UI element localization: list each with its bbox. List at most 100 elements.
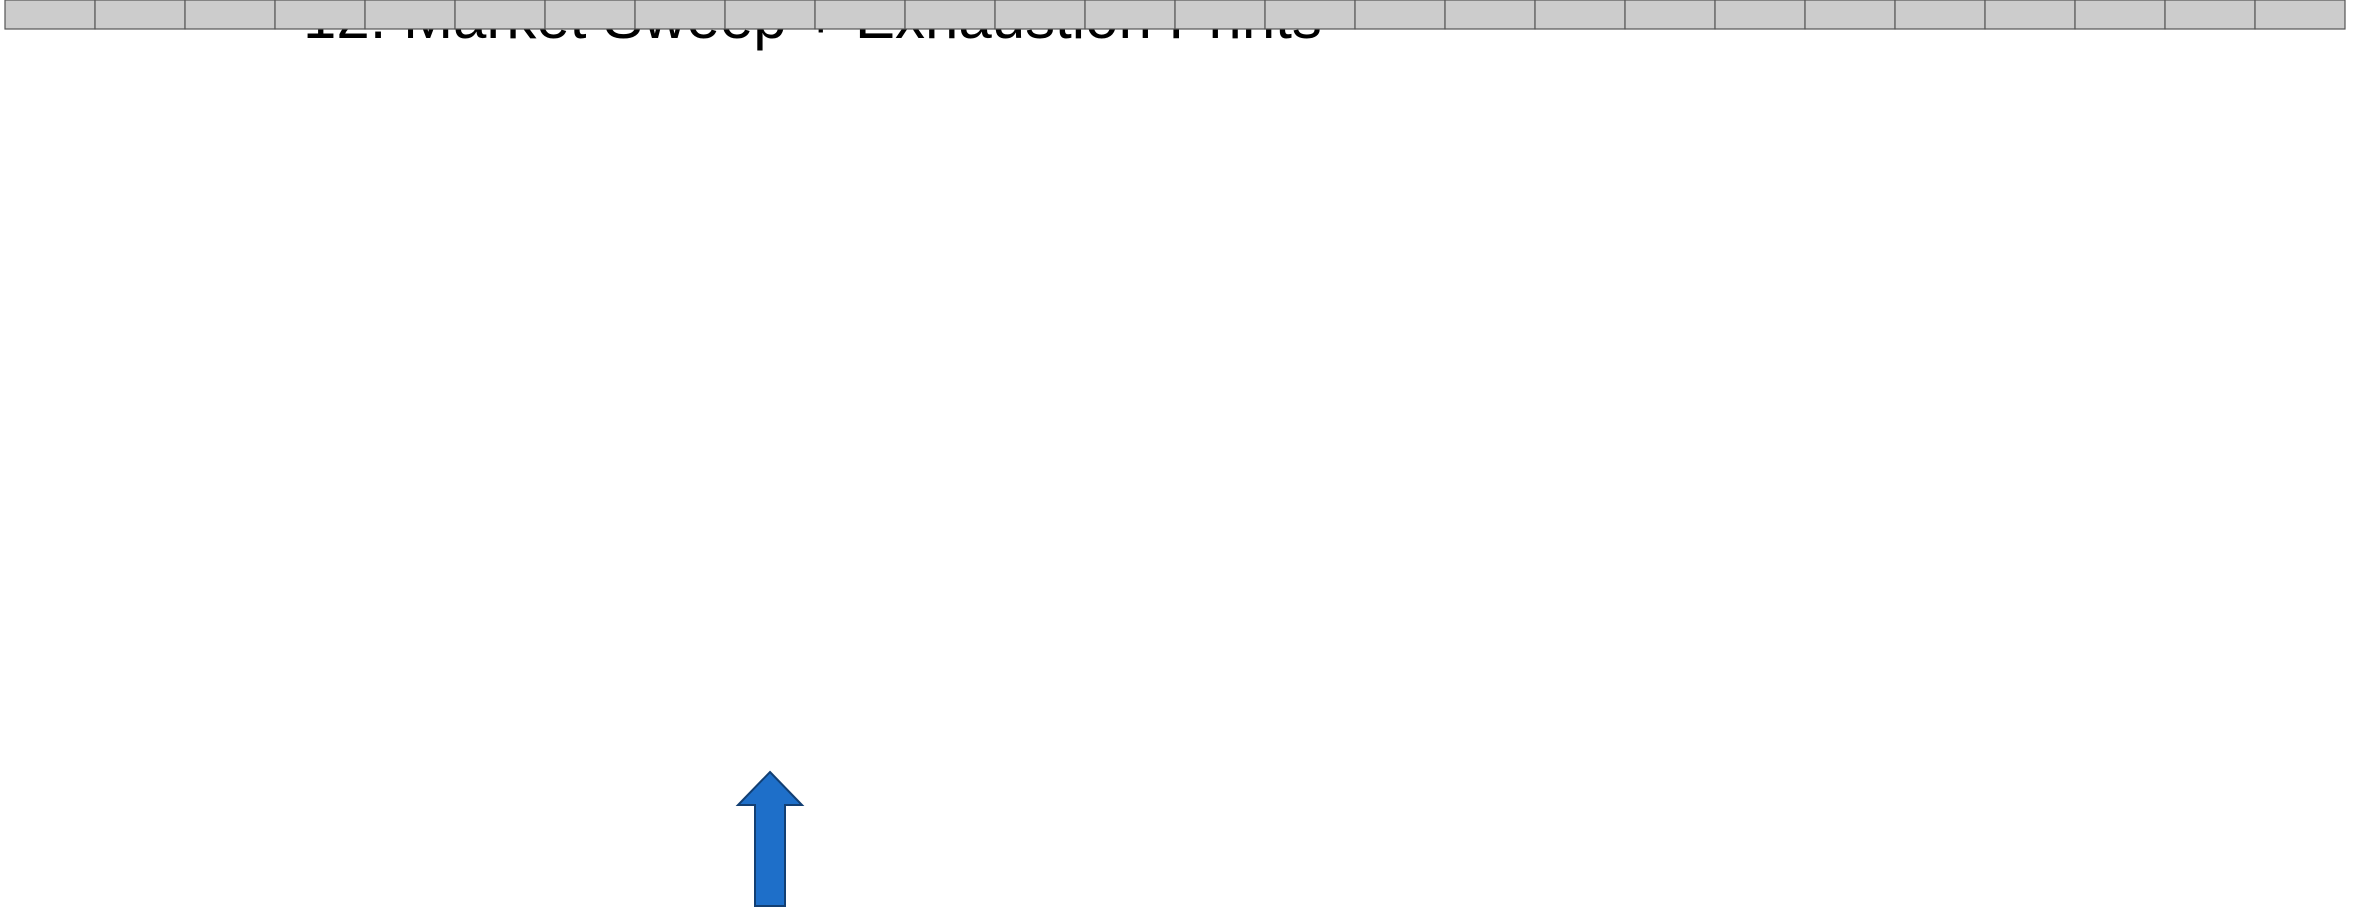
ask-volume: 0	[1138, 0, 1147, 4]
bid-volume: 30	[1823, 0, 1842, 4]
ask-volume: 123	[148, 0, 176, 4]
bid-volume: 170	[914, 0, 942, 4]
ask-volume: 78	[778, 0, 797, 4]
footprint-column: 032188248340	[1264, 0, 1356, 30]
ask-volume: 45	[688, 0, 707, 4]
ask-volume: 20	[688, 0, 707, 4]
ask-volume: 0	[1498, 0, 1507, 4]
ask-volume: 56	[1408, 0, 1427, 4]
ask-volume: 9	[1768, 0, 1777, 4]
ask-volume: 0	[1858, 0, 1867, 4]
poc-box	[274, 0, 366, 30]
bid-volume: 294	[1094, 0, 1122, 4]
ask-volume: 61	[238, 0, 257, 4]
ask-volume: 0	[1318, 0, 1327, 4]
ask-volume: 163	[1588, 0, 1616, 4]
bid-volume: 54	[833, 0, 852, 4]
footprint-column: 085836572634728811243986080	[274, 0, 366, 30]
ask-volume: 153	[2218, 0, 2246, 4]
bid-volume: 15	[923, 0, 942, 4]
bid-volume: 40	[383, 0, 402, 4]
footprint-column: 06094191632501671861534825381110	[1534, 0, 1626, 30]
ask-volume: 20	[958, 0, 977, 4]
ask-volume: 0	[58, 0, 67, 4]
footprint-column: 24 54 192 96 45 108 196 105 15 0	[1984, 0, 2076, 30]
bid-volume: 65	[1913, 0, 1932, 4]
poc-box	[1084, 0, 1176, 30]
bid-volume: 24	[2003, 0, 2022, 4]
ask-volume: 32	[1948, 0, 1967, 4]
poc-box	[454, 0, 546, 30]
ask-volume: 151	[1768, 0, 1796, 4]
poc-box	[1894, 0, 1986, 30]
poc-box	[94, 0, 186, 30]
bid-volume: 0	[213, 0, 222, 4]
ask-volume: 152	[2308, 0, 2336, 4]
ask-volume: 108	[2038, 0, 2066, 4]
ask-volume: 178	[598, 0, 626, 4]
ask-volume: 0	[328, 0, 337, 4]
ask-volume: 43	[328, 0, 347, 4]
ask-volume: 327	[1228, 0, 1256, 4]
ask-volume: 70	[418, 0, 437, 4]
ask-volume: 74	[1498, 0, 1517, 4]
ask-volume: 1	[1408, 0, 1417, 4]
ask-volume: 105	[2038, 0, 2066, 4]
poc-box	[364, 0, 456, 30]
ask-volume: 48	[1588, 0, 1607, 4]
poc-box	[1264, 0, 1356, 30]
bid-volume: 100	[2264, 0, 2292, 4]
ask-volume: 137	[418, 0, 446, 4]
ask-volume: 79	[418, 0, 437, 4]
ask-volume: 6	[1588, 0, 1597, 4]
ask-volume: 6	[598, 0, 607, 4]
ask-volume: 76	[508, 0, 527, 4]
bid-volume: 0	[1743, 0, 1752, 4]
bid-volume: 15	[653, 0, 672, 4]
bid-volume: 8	[933, 0, 942, 4]
ask-volume: 10	[1858, 0, 1877, 4]
bid-volume: 228	[194, 0, 222, 4]
ask-volume: 103	[1948, 0, 1976, 4]
bid-volume: 245	[734, 0, 762, 4]
bid-volume: 3	[1383, 0, 1392, 4]
bid-volume: 15	[2093, 0, 2112, 4]
poc-box	[814, 0, 906, 30]
ask-volume: 119	[2308, 0, 2335, 4]
poc-box	[2074, 0, 2166, 30]
footprint-column: 151102952702244357120342474510	[634, 0, 726, 30]
bid-volume: 74	[1193, 0, 1212, 4]
bid-volume: 15	[2003, 0, 2022, 4]
poc-box	[1624, 0, 1716, 30]
ask-volume: 0	[958, 0, 967, 4]
bid-volume: 192	[1994, 0, 2022, 4]
bid-volume: 14	[2273, 0, 2292, 4]
bid-volume: 57	[293, 0, 312, 4]
ask-volume: 0	[2038, 0, 2047, 4]
bid-volume: 99	[2093, 0, 2112, 4]
footprint-column: 29 70 115 137 21 44 40 46 56 79 3 0	[364, 0, 456, 30]
bid-volume: 97	[1463, 0, 1482, 4]
ask-volume: 9	[598, 0, 607, 4]
bid-volume: 71	[1373, 0, 1392, 4]
bid-volume: 2	[753, 0, 762, 4]
ask-volume: 160	[1858, 0, 1886, 4]
bid-volume: 215	[1814, 0, 1842, 4]
bid-volume: 300	[914, 0, 942, 4]
bid-volume: 16	[113, 0, 132, 4]
footprint-column: 47 163 99 62 15 0	[2074, 0, 2166, 30]
ask-volume: 343	[958, 0, 986, 4]
bid-volume: 197	[554, 0, 582, 4]
ask-volume: 14	[868, 0, 887, 4]
bid-volume: 29	[1103, 0, 1122, 4]
bid-volume: 188	[1274, 0, 1302, 4]
bid-volume: 2	[753, 0, 762, 4]
bid-volume: 2	[33, 0, 42, 4]
footprint-column: 17 123 259 155 141 103 65 32 53 1 58 21	[1894, 0, 1986, 30]
ask-volume: 110	[688, 0, 715, 4]
bid-volume: 104	[104, 0, 132, 4]
bid-volume: 44	[1373, 0, 1392, 4]
ask-volume: 317	[1858, 0, 1886, 4]
poc-box	[1444, 0, 1536, 30]
bid-volume: 35	[1823, 0, 1842, 4]
